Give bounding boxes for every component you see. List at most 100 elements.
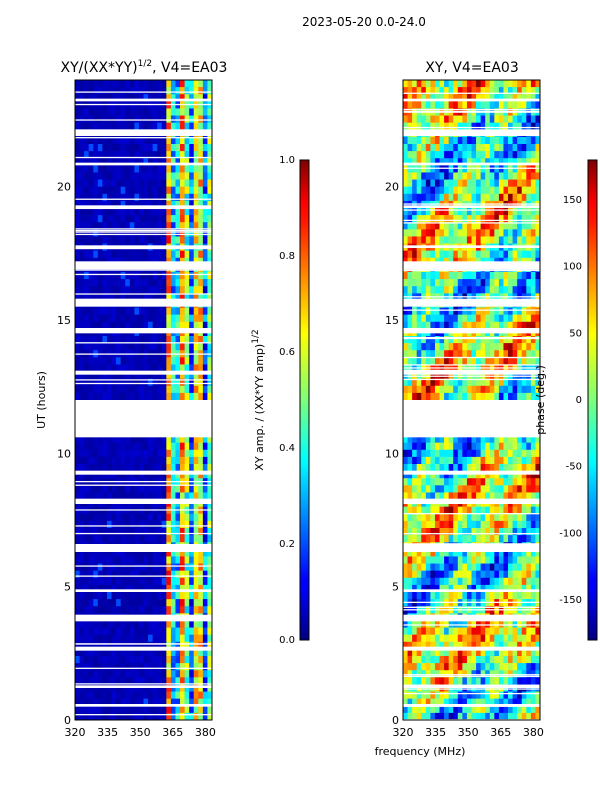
phase-cell	[457, 478, 463, 486]
phase-cell	[444, 556, 449, 564]
amplitude-cell	[79, 122, 85, 131]
phase-cell	[485, 336, 491, 344]
amplitude-cell	[198, 520, 204, 529]
amplitude-cell	[102, 592, 108, 600]
phase-cell	[526, 158, 532, 166]
amplitude-cell	[157, 648, 163, 657]
amplitude-cell	[175, 705, 181, 714]
amplitude-cell	[134, 656, 140, 664]
amplitude-cell	[120, 563, 126, 571]
amplitude-cell	[116, 641, 121, 650]
amplitude-cell	[157, 343, 163, 351]
amplitude-cell	[97, 272, 103, 280]
amplitude-cell	[129, 357, 135, 365]
amplitude-cell	[102, 307, 108, 315]
amplitude-cell	[138, 570, 144, 579]
amplitude-cell	[152, 279, 158, 287]
amplitude-cell	[193, 705, 199, 714]
amplitude-cell	[161, 343, 167, 351]
amplitude-cell	[170, 229, 176, 237]
phase-cell	[462, 485, 468, 493]
amplitude-cell	[161, 94, 167, 102]
phase-cell	[498, 179, 504, 187]
phase-cell	[471, 158, 477, 166]
phase-cell	[512, 336, 518, 344]
phase-cell	[421, 513, 427, 522]
phase-cell	[416, 520, 422, 529]
amplitude-cell	[120, 492, 126, 500]
amplitude-cell	[161, 634, 167, 643]
amplitude-cell	[193, 115, 199, 123]
amplitude-cell	[166, 343, 172, 351]
amplitude-cell	[143, 520, 149, 529]
amplitude-cell	[170, 535, 176, 543]
phase-cell	[471, 449, 477, 458]
amplitude-cell	[84, 80, 89, 88]
amplitude-cell	[166, 513, 172, 522]
phase-cell	[489, 513, 495, 522]
phase-cell	[535, 456, 541, 465]
amplitude-cell	[134, 186, 140, 195]
phase-cell	[508, 115, 513, 123]
phase-cell	[448, 307, 454, 315]
phase-cell	[494, 435, 500, 443]
amplitude-cell	[88, 321, 94, 330]
phase-cell	[412, 193, 417, 202]
amplitude-cell	[79, 549, 85, 557]
amplitude-cell	[193, 670, 199, 678]
amplitude-x-tick: 380	[195, 726, 216, 739]
phase-cell	[448, 222, 454, 230]
amplitude-cell	[138, 442, 144, 451]
phase-cell	[462, 314, 468, 323]
phase-cell	[403, 592, 408, 600]
amplitude-cell	[193, 200, 199, 209]
phase-cell	[530, 179, 536, 187]
phase-cell	[494, 151, 500, 159]
amplitude-cell	[152, 464, 158, 472]
phase-cell	[471, 506, 477, 515]
amplitude-cell	[116, 336, 121, 344]
phase-cell	[476, 136, 481, 145]
phase-cell	[448, 144, 454, 152]
amplitude-cell	[129, 215, 135, 223]
phase-cell	[535, 279, 541, 287]
phase-cell	[498, 485, 504, 493]
phase-cell	[448, 528, 454, 536]
phase-cell	[416, 136, 422, 145]
amplitude-cell	[161, 193, 167, 202]
amplitude-cell	[79, 392, 85, 401]
amplitude-cell	[170, 442, 176, 451]
amplitude-cell	[193, 321, 199, 330]
phase-cell	[444, 250, 449, 259]
amplitude-cell	[148, 279, 153, 287]
amplitude-cell	[189, 584, 195, 593]
phase-cell	[471, 193, 477, 202]
phase-cell	[521, 385, 527, 394]
amplitude-cell	[88, 144, 94, 152]
phase-cell	[517, 279, 523, 287]
amplitude-cell	[79, 449, 85, 458]
phase-cell	[462, 449, 468, 458]
amplitude-cell	[180, 215, 185, 223]
phase-cell	[457, 570, 463, 579]
amplitude-cell	[180, 115, 185, 123]
amplitude-cell	[88, 705, 94, 714]
amplitude-cell	[106, 200, 112, 209]
phase-cell	[457, 151, 463, 159]
amplitude-cell	[143, 471, 149, 479]
amplitude-cell	[129, 634, 135, 643]
amplitude-cell	[111, 286, 117, 294]
amplitude-cell	[148, 620, 153, 628]
phase-cell	[457, 549, 463, 557]
amplitude-cell	[111, 656, 117, 664]
amplitude-cell	[120, 691, 126, 699]
amplitude-cell	[111, 627, 117, 635]
no-data-line	[75, 300, 212, 302]
amplitude-cell	[202, 528, 208, 536]
amplitude-cell	[79, 87, 85, 95]
amplitude-cell	[202, 378, 208, 387]
amplitude-cell	[102, 250, 108, 259]
phase-cell	[526, 236, 532, 244]
amplitude-cell	[207, 293, 213, 301]
phase-cell	[508, 144, 513, 152]
